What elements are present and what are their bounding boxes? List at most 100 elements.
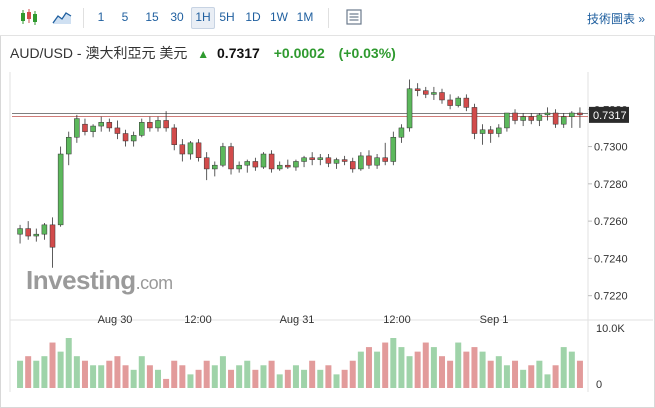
volume-bar	[33, 360, 40, 388]
candle-body	[374, 157, 380, 166]
volume-bar	[430, 347, 437, 388]
volume-bar	[341, 369, 348, 388]
volume-bar	[25, 356, 32, 388]
volume-bar	[106, 360, 113, 388]
volume-bar	[49, 342, 56, 388]
volume-bar	[260, 365, 267, 388]
candle-body	[309, 157, 315, 160]
volume-bar	[292, 365, 299, 388]
candle-body	[65, 136, 72, 155]
volume-bar	[325, 365, 332, 388]
volume-bar	[479, 351, 486, 388]
volume-bar	[114, 356, 121, 388]
investing-logo: Investing.com	[26, 265, 173, 295]
instrument-name: AUD/USD - 澳大利亞元 美元	[10, 45, 188, 61]
candle-body	[106, 122, 113, 129]
volume-bar	[236, 365, 243, 388]
candle-body	[179, 144, 186, 155]
volume-bar	[73, 356, 80, 388]
volume-bar	[447, 360, 454, 388]
interval-5m-button[interactable]: 5	[121, 10, 129, 24]
volume-bar	[439, 356, 445, 388]
advanced-chart-link[interactable]: 技術圖表 »	[586, 12, 645, 26]
candle-body	[504, 112, 510, 129]
volume-bar	[560, 347, 567, 388]
candle-body	[236, 164, 242, 170]
candle-body	[463, 97, 470, 108]
candle-body	[25, 228, 31, 237]
candle-body	[41, 224, 48, 235]
interval-5h-button[interactable]: 5H	[219, 10, 235, 24]
current-price-badge	[589, 106, 629, 123]
candle-body	[130, 135, 137, 142]
volume-bar	[463, 351, 470, 388]
candle-body	[577, 112, 583, 116]
candle-body	[139, 122, 145, 136]
candlestick-icon[interactable]	[17, 7, 41, 27]
last-price: 0.7317	[217, 45, 260, 61]
volume-bar	[155, 369, 161, 388]
candle-body	[390, 136, 397, 162]
candle-body	[17, 228, 23, 235]
candle-body	[220, 146, 226, 166]
candle-body	[33, 233, 40, 237]
candle-body	[349, 161, 356, 170]
volume-bar	[301, 369, 308, 388]
volume-bar	[374, 351, 381, 388]
candle-body	[333, 159, 340, 164]
volume-bar	[284, 369, 291, 388]
volume-bar	[536, 360, 543, 388]
candle-body	[155, 120, 161, 129]
interval-1w-button[interactable]: 1W	[270, 10, 288, 24]
volume-bar	[552, 365, 559, 388]
candle-body	[163, 120, 169, 129]
volume-bar	[211, 365, 218, 388]
volume-bar	[203, 360, 210, 388]
candle-body	[447, 99, 453, 106]
volume-bar	[171, 360, 178, 388]
volume-bar	[495, 356, 502, 388]
volume-bar	[471, 347, 478, 388]
candle-body	[293, 161, 299, 168]
candle-body	[341, 159, 348, 162]
volume-bar	[17, 360, 24, 388]
time-tick-label: 12:00	[383, 314, 411, 326]
candle-body	[114, 127, 121, 134]
candle-body	[496, 127, 502, 134]
candle-body	[268, 153, 275, 170]
volume-bar	[528, 365, 535, 388]
interval-1d-button[interactable]: 1D	[245, 10, 261, 24]
interval-1mo-button[interactable]: 1M	[296, 10, 314, 24]
price-tick-label: 0.7280	[594, 179, 628, 191]
interval-15m-button[interactable]: 15	[145, 10, 159, 24]
volume-bar	[195, 369, 202, 388]
volume-bar	[252, 369, 259, 388]
interval-1h-button[interactable]: 1H	[191, 7, 215, 29]
volume-bar	[568, 351, 575, 388]
volume-bar	[90, 365, 97, 388]
volume-bar	[390, 338, 397, 388]
candle-body	[528, 116, 535, 121]
volume-bar	[398, 347, 405, 388]
volume-bar	[146, 365, 153, 388]
candle-body	[301, 157, 307, 162]
volume-bar	[187, 374, 194, 388]
price-tick-label: 0.7220	[594, 291, 628, 303]
volume-bar	[138, 356, 145, 388]
volume-bar	[357, 351, 364, 388]
volume-bar	[41, 356, 48, 388]
volume-tick-label: 0	[596, 379, 602, 391]
interval-1m-button[interactable]: 1	[97, 10, 105, 24]
candle-body	[471, 107, 478, 134]
candle-body	[49, 224, 56, 248]
volume-bar	[65, 338, 72, 388]
volume-bar	[268, 360, 275, 388]
candle-body	[479, 129, 486, 134]
interval-30m-button[interactable]: 30	[170, 10, 184, 24]
price-change: +0.0002	[273, 45, 325, 61]
volume-bar	[163, 378, 170, 388]
settings-table-icon[interactable]	[342, 7, 366, 27]
area-chart-icon[interactable]	[50, 7, 74, 27]
candle-body	[366, 155, 372, 166]
